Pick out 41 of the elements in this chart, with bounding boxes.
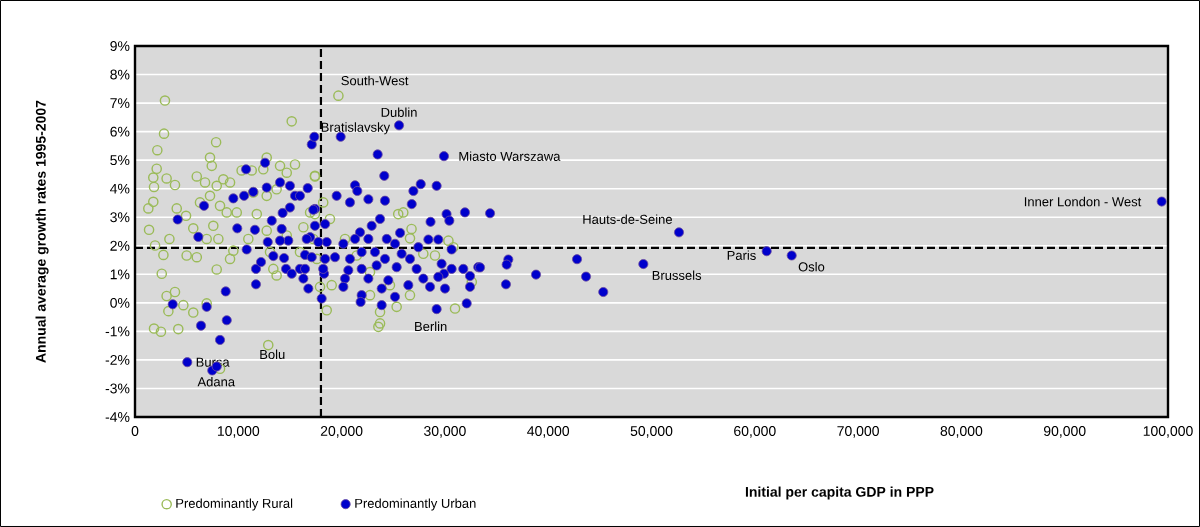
y-tick-label: 5% [110,155,130,166]
annotation: Bratislavsky [321,122,391,135]
y-tick-label: 2% [110,240,130,251]
x-tick-label: 40,000 [527,426,570,438]
y-tick-label: 0% [110,297,130,308]
annotation: South-West [341,75,409,86]
y-tick-label: 9% [110,41,130,51]
y-axis-title: Annual average growth rates 1995-2007 [35,100,49,363]
x-tick-label: 20,000 [320,426,363,438]
y-tick-label: -3% [105,383,130,394]
x-tick-label: 100,000 [1143,426,1193,438]
annotation: Hauts-de-Seine [583,214,672,224]
y-tick-label: -4% [105,412,130,422]
x-tick-label: 0 [131,426,139,436]
x-tick-label: 50,000 [630,426,673,438]
annotation: Paris [727,250,756,260]
y-tick-label: 3% [110,212,130,223]
annotation: Bolu [260,349,285,360]
annotation: Inner London - West [1024,196,1142,207]
legend-label: Predominantly Rural [176,498,293,511]
annotation: Dublin [381,107,417,117]
x-tick-label: 10,000 [217,426,260,438]
annotation: Miasto Warszawa [459,151,561,161]
y-tick-label: 6% [110,126,130,137]
annotation: Adana [197,376,236,387]
y-tick-label: -2% [105,355,130,365]
annotation: Oslo [798,261,825,272]
x-tick-label: 90,000 [1043,426,1086,438]
y-tick-label: 8% [110,69,130,80]
x-tick-label: 80,000 [940,426,983,438]
annotation: Brussels [652,270,702,280]
x-tick-label: 60,000 [734,426,776,438]
x-tick-label: 30,000 [424,426,466,438]
y-tick-label: 7% [110,98,130,109]
x-tick-label: 70,000 [837,426,879,438]
y-tick-label: -1% [105,326,130,337]
y-tick-label: 4% [110,183,130,194]
legend-label: Predominantly Urban [355,498,476,511]
annotation: Berlin [415,321,447,332]
y-tick-label: 1% [110,269,130,280]
x-axis-title: Initial per capita GDP in PPP [745,486,934,500]
